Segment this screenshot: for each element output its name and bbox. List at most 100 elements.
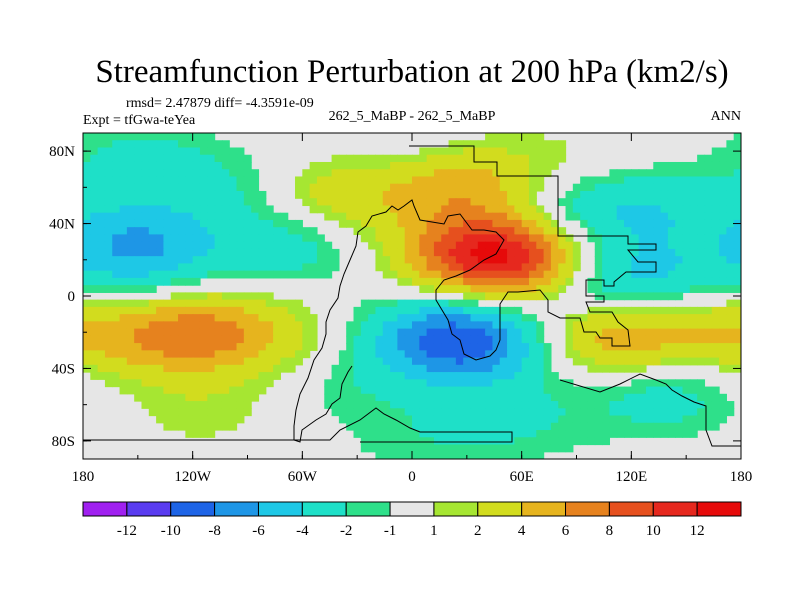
field-cell [507, 430, 515, 438]
field-cell [148, 372, 157, 380]
field-cell [346, 328, 355, 337]
field-cell [412, 321, 420, 330]
field-cell [689, 256, 698, 264]
field-cell [273, 314, 281, 322]
field-cell [229, 401, 238, 409]
field-cell [126, 343, 135, 351]
field-cell [375, 422, 384, 431]
field-cell [455, 212, 464, 221]
field-cell [353, 205, 362, 214]
field-cell [580, 386, 589, 395]
field-cell [594, 422, 603, 431]
field-cell [580, 335, 589, 344]
field-cell [229, 372, 238, 380]
field-cell [594, 241, 603, 250]
field-cell [587, 415, 596, 424]
field-cell [287, 364, 296, 373]
field-cell [353, 176, 362, 185]
field-cell [514, 379, 523, 388]
field-cell [221, 357, 230, 366]
field-cell [704, 335, 713, 344]
field-cell [404, 248, 413, 257]
field-cell [463, 328, 472, 337]
field-cell [382, 386, 391, 395]
field-cell [207, 321, 216, 330]
field-cell [477, 256, 486, 264]
field-cell [112, 140, 121, 149]
field-cell [499, 205, 508, 214]
field-cell [382, 183, 391, 192]
field-cell [675, 198, 684, 207]
field-cell [733, 343, 741, 351]
field-cell [507, 234, 515, 243]
field-cell [185, 306, 194, 315]
field-cell [704, 386, 713, 395]
field-cell [704, 277, 713, 286]
field-cell [404, 219, 413, 228]
field-cell [353, 328, 362, 337]
field-cell [331, 169, 340, 178]
field-cell [243, 270, 252, 279]
field-cell [258, 212, 267, 221]
field-cell [448, 198, 457, 207]
field-cell [251, 205, 260, 214]
field-cell [324, 176, 333, 185]
field-cell [565, 263, 574, 272]
field-cell [455, 190, 464, 199]
field-cell [719, 263, 727, 272]
field-cell [441, 263, 450, 272]
field-cell [426, 379, 435, 388]
field-cell [433, 335, 442, 344]
field-cell [572, 386, 581, 395]
field-cell [631, 205, 640, 214]
field-cell [572, 437, 581, 446]
field-cell [477, 270, 486, 279]
field-cell [463, 248, 472, 257]
field-cell [682, 161, 691, 170]
field-cell [295, 270, 303, 279]
field-cell [163, 364, 172, 373]
field-cell [507, 133, 515, 141]
field-cell [236, 386, 245, 395]
field-cell [163, 169, 172, 178]
field-cell [682, 190, 691, 199]
field-cell [287, 328, 296, 337]
field-cell [119, 234, 128, 243]
field-cell [514, 227, 523, 236]
field-cell [229, 219, 238, 228]
field-cell [412, 176, 420, 185]
field-cell [221, 379, 230, 388]
field-cell [507, 401, 515, 409]
field-cell [470, 350, 479, 359]
field-cell [485, 256, 494, 264]
field-cell [331, 386, 340, 395]
field-cell [134, 227, 143, 236]
field-cell [624, 212, 632, 221]
field-cell [426, 328, 435, 337]
field-cell [251, 386, 260, 395]
field-cell [609, 306, 618, 315]
field-cell [119, 147, 128, 156]
field-cell [433, 401, 442, 409]
field-cell [185, 299, 194, 308]
field-cell [711, 176, 720, 185]
field-cell [455, 364, 464, 373]
field-cell [624, 314, 632, 322]
field-cell [258, 379, 267, 388]
field-cell [207, 306, 216, 315]
field-cell [382, 169, 391, 178]
field-cell [543, 161, 552, 170]
field-cell [104, 183, 113, 192]
field-cell [477, 393, 486, 402]
field-cell [609, 227, 618, 236]
field-cell [141, 133, 150, 141]
field-cell [521, 451, 530, 459]
field-cell [441, 321, 450, 330]
field-cell [90, 140, 99, 149]
field-cell [492, 219, 501, 228]
field-cell [499, 248, 508, 257]
field-cell [390, 212, 398, 221]
field-cell [156, 277, 165, 286]
field-cell [192, 401, 201, 409]
field-cell [704, 422, 713, 431]
